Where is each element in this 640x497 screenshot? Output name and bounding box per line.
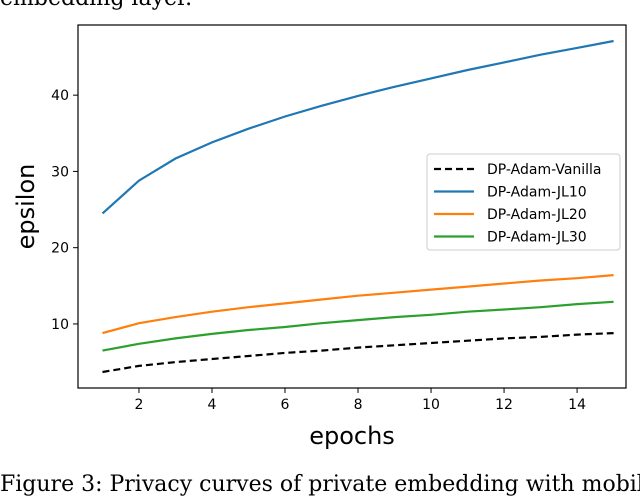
figure-caption: Figure 3: Privacy curves of private embe… <box>0 472 640 497</box>
x-tick-label: 12 <box>495 397 513 413</box>
series-line-dp-adam-jl10 <box>101 39 614 215</box>
series-line-dp-adam-vanilla <box>102 332 614 374</box>
legend <box>426 153 621 251</box>
caption-top: embedding layer. <box>0 0 192 11</box>
legend-label: DP-Adam-JL20 <box>487 207 587 223</box>
y-tick-label: 30 <box>51 164 69 180</box>
y-tick-label: 20 <box>51 241 69 257</box>
series-line-dp-adam-jl30 <box>102 300 614 352</box>
legend-label: DP-Adam-JL10 <box>487 185 587 201</box>
x-axis-label: epochs <box>309 422 395 450</box>
x-tick-label: 10 <box>422 397 440 413</box>
x-tick-label: 4 <box>208 397 217 413</box>
line-chart: 2 4 6 8 10 12 14 10 20 30 40 epochs epsilon DP-Adam-V… <box>12 24 627 450</box>
x-tick-label: 8 <box>354 397 363 413</box>
plot-frame <box>77 24 627 389</box>
y-tick-label: 10 <box>51 317 69 333</box>
legend-label: DP-Adam-Vanilla <box>487 162 602 178</box>
y-axis-label: epsilon <box>12 164 40 250</box>
x-tick-label: 6 <box>281 397 290 413</box>
x-tick-label: 14 <box>568 397 586 413</box>
series-line-dp-adam-jl20 <box>102 274 614 335</box>
y-tick-label: 40 <box>51 88 69 104</box>
x-tick-label: 2 <box>135 397 144 413</box>
legend-label: DP-Adam-JL30 <box>487 230 587 246</box>
